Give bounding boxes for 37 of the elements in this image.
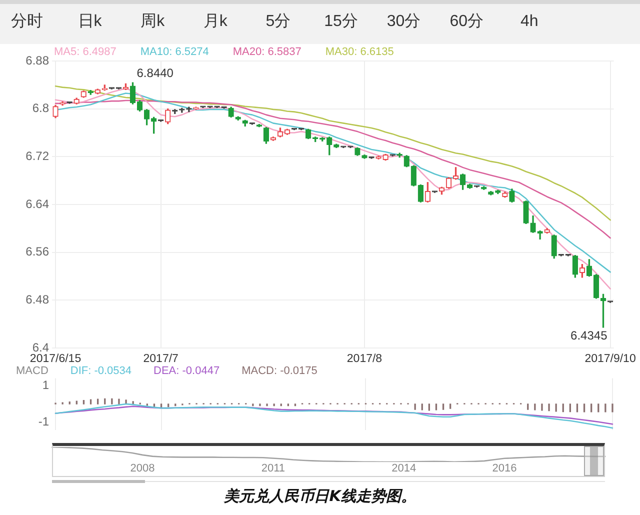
x-tick-label: 2014 xyxy=(392,462,416,475)
text: 4h xyxy=(520,13,538,30)
x-tick-label: 2016 xyxy=(492,462,517,475)
y-tick-label: 6.48 xyxy=(26,292,50,306)
text: DIF: -0.0534 xyxy=(70,365,132,377)
text: MA5: 6.4987 xyxy=(54,46,116,58)
y-tick-label: 6.72 xyxy=(26,148,50,163)
text: 分时 xyxy=(11,13,43,30)
text: 60分 xyxy=(450,13,484,30)
y-tick-label: 6.56 xyxy=(26,244,50,259)
x-tick-label: 2017/7 xyxy=(143,353,178,366)
x-tick-label: 2008 xyxy=(130,462,155,475)
annotation: 6.4345 xyxy=(570,328,608,343)
text: MA30: 6.6135 xyxy=(325,46,394,58)
x-tick-label: 2017/6/15 xyxy=(30,353,82,366)
text: 30分 xyxy=(386,13,421,30)
y-tick-label: -1 xyxy=(38,414,50,429)
legend-title: MACD xyxy=(16,365,48,377)
text: DEA: -0.0447 xyxy=(154,365,220,377)
text: 15分 xyxy=(324,13,358,30)
text: 月k xyxy=(203,13,228,30)
x-tick-label: 2017/8 xyxy=(346,353,382,366)
text: MACD: -0.0175 xyxy=(242,365,318,377)
y-tick-label: 6.4 xyxy=(32,340,50,354)
y-tick-label: 1 xyxy=(42,378,50,392)
x-tick-label: 2011 xyxy=(261,462,286,475)
text: 美元兑人民币日K线走势图。 xyxy=(224,487,416,505)
text: MA20: 6.5837 xyxy=(232,46,302,58)
y-tick-label: 6.64 xyxy=(26,196,50,211)
text: 周k xyxy=(140,13,165,30)
text: 5分 xyxy=(266,13,291,30)
x-tick-label: 2017/9/10 xyxy=(584,353,636,366)
text: MA10: 6.5274 xyxy=(140,46,209,58)
annotation: 6.8440 xyxy=(136,66,174,80)
text: 日k xyxy=(78,13,102,30)
y-tick-label: 6.8 xyxy=(32,101,50,116)
y-tick-label: 6.88 xyxy=(26,53,50,68)
